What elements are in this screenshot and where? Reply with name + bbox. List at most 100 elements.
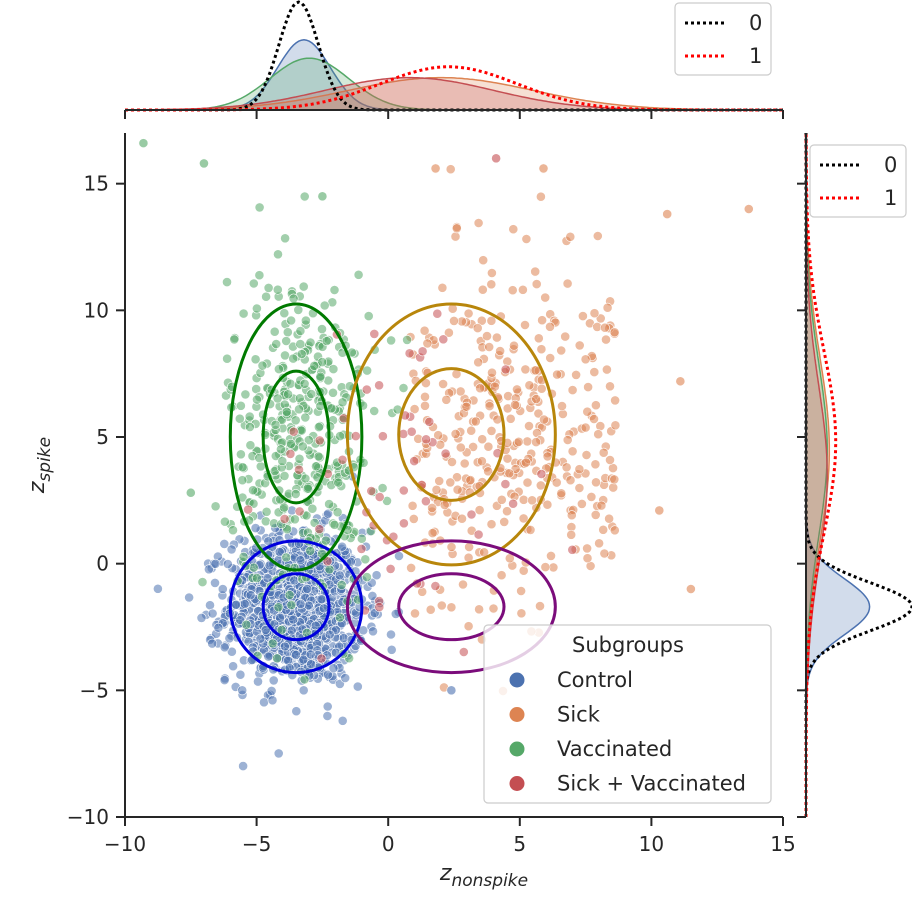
scatter-point	[320, 535, 331, 546]
scatter-point	[419, 325, 430, 336]
scatter-point	[582, 553, 593, 564]
x-tick-label: −10	[104, 832, 146, 856]
scatter-point	[520, 364, 531, 375]
legend-marker	[509, 672, 525, 688]
scatter-point	[299, 378, 310, 389]
scatter-point	[430, 163, 441, 174]
scatter-point	[483, 466, 493, 477]
scatter-point	[470, 416, 481, 427]
scatter-point	[524, 380, 535, 391]
scatter-point	[295, 555, 306, 566]
y-tick-label: 5	[96, 425, 109, 449]
scatter-point	[536, 469, 547, 479]
legend-label-0: 0	[884, 153, 897, 177]
scatter-point	[508, 498, 518, 509]
scatter-point	[438, 379, 448, 389]
scatter-point	[321, 336, 332, 346]
kde-fill	[125, 77, 783, 110]
scatter-point	[422, 338, 433, 349]
scatter-point	[239, 599, 250, 609]
scatter-point	[463, 621, 474, 632]
scatter-point	[275, 444, 286, 455]
scatter-point	[305, 545, 316, 556]
scatter-point	[476, 315, 487, 326]
scatter-point	[601, 334, 611, 345]
scatter-point	[488, 603, 499, 614]
scatter-point	[322, 711, 333, 721]
scatter-point	[518, 513, 529, 524]
scatter-point	[314, 524, 325, 534]
scatter-point	[224, 633, 235, 644]
scatter-point	[303, 600, 314, 611]
scatter-point	[251, 303, 262, 314]
scatter-point	[184, 592, 194, 603]
scatter-point	[581, 450, 592, 460]
scatter-point	[465, 475, 476, 485]
scatter-point	[398, 485, 409, 496]
scatter-point	[369, 328, 380, 339]
scatter-point	[237, 685, 248, 696]
scatter-point	[540, 562, 551, 572]
scatter-point	[475, 383, 485, 394]
scatter-point	[451, 223, 462, 234]
scatter-point	[324, 499, 334, 509]
y-tick-label: 0	[96, 552, 109, 576]
scatter-point	[591, 400, 601, 411]
scatter-point	[461, 401, 472, 412]
scatter-point	[402, 334, 412, 345]
legend-marker	[509, 776, 525, 791]
scatter-point	[566, 510, 577, 521]
scatter-point	[152, 583, 163, 594]
scatter-point	[286, 315, 296, 326]
scatter-point	[491, 332, 502, 343]
scatter-point	[279, 502, 289, 513]
scatter-point	[609, 474, 620, 485]
scatter-point	[244, 411, 255, 422]
scatter-point	[542, 451, 553, 462]
scatter-point	[455, 386, 466, 397]
scatter-point	[531, 279, 542, 289]
legend-label-0: 0	[749, 11, 762, 35]
scatter-point	[438, 334, 449, 345]
x-tick-label: 15	[770, 832, 795, 856]
legend-label-1: 1	[884, 186, 897, 210]
scatter-point	[586, 491, 597, 502]
scatter-point	[473, 529, 484, 540]
scatter-point	[439, 500, 450, 510]
scatter-point	[589, 414, 599, 424]
scatter-point	[291, 706, 302, 717]
scatter-point	[478, 255, 489, 266]
scatter-point	[250, 354, 261, 365]
scatter-point	[261, 291, 271, 302]
scatter-point	[590, 459, 601, 470]
scatter-point	[288, 614, 299, 625]
legend-label: Sick	[557, 703, 601, 727]
scatter-point	[604, 513, 614, 524]
scatter-point	[295, 326, 306, 336]
scatter-point	[286, 600, 297, 610]
legend-frame	[483, 624, 772, 804]
scatter-point	[185, 487, 196, 498]
scatter-point	[500, 479, 511, 489]
scatter-point	[560, 331, 571, 342]
scatter-point	[295, 599, 306, 609]
scatter-point	[295, 339, 306, 349]
scatter-point	[248, 278, 259, 289]
scatter-point	[552, 369, 562, 380]
scatter-point	[408, 514, 419, 524]
scatter-point	[315, 371, 326, 382]
scatter-point	[288, 426, 299, 437]
scatter-point	[539, 414, 549, 425]
scatter-point	[248, 562, 259, 573]
scatter-point	[450, 231, 461, 242]
scatter-point	[743, 204, 754, 214]
scatter-point	[281, 552, 292, 563]
scatter-point	[578, 311, 588, 321]
subgroups-legend: Subgroups Control Sick Vaccinated Sick + Vac…	[483, 624, 772, 804]
scatter-point	[222, 277, 232, 287]
scatter-point	[443, 327, 454, 338]
scatter-point	[299, 191, 310, 202]
scatter-point	[598, 447, 609, 458]
scatter-point	[260, 625, 271, 635]
scatter-point	[272, 393, 283, 404]
